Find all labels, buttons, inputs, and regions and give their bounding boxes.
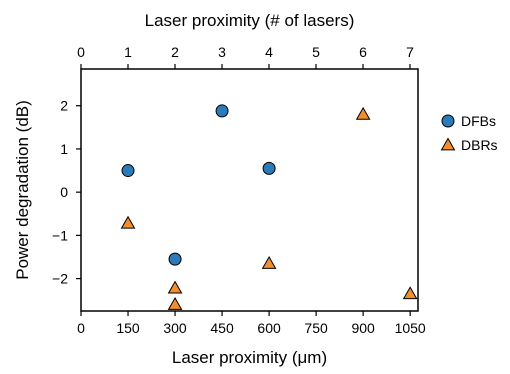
- legend-dbrs-marker: [440, 137, 456, 151]
- x-tick-label: 150: [116, 320, 140, 336]
- x-tick-label: 0: [77, 320, 85, 336]
- top-x-tick-label: 3: [218, 44, 226, 60]
- x-tick-label: 600: [257, 320, 281, 336]
- dbrs-point: [120, 215, 136, 229]
- legend-dfbs-marker: [441, 114, 455, 128]
- legend-dfbs-label: DFBs: [461, 113, 496, 129]
- x-tick-label: 1050: [395, 320, 426, 336]
- legend-dbrs-label: DBRs: [461, 137, 498, 153]
- x-axis-title: Laser proximity (μm): [172, 348, 327, 367]
- dfbs-point: [215, 104, 229, 118]
- y-tick-label: 2: [60, 98, 68, 114]
- top-x-tick-label: 4: [265, 44, 273, 60]
- dbrs-point: [167, 280, 183, 294]
- dfbs-point: [121, 164, 135, 178]
- legend: DFBs DBRs: [440, 113, 498, 153]
- x-tick-label: 450: [210, 320, 234, 336]
- dbrs-point: [355, 106, 371, 120]
- top-x-tick-label: 7: [406, 44, 414, 60]
- x-tick-label: 750: [304, 320, 328, 336]
- dbrs-point: [167, 297, 183, 310]
- top-x-tick-label: 5: [312, 44, 320, 60]
- dfbs-point: [168, 252, 182, 266]
- y-tick-label: −1: [52, 227, 68, 243]
- y-tick-label: 1: [60, 141, 68, 157]
- x-tick-label: 900: [351, 320, 375, 336]
- dfbs-point: [262, 161, 276, 175]
- top-x-tick-label: 0: [77, 44, 85, 60]
- y-axis-title: Power degradation (dB): [13, 100, 32, 280]
- top-x-axis-title: Laser proximity (# of lasers): [145, 11, 355, 30]
- y-tick-label: 0: [60, 184, 68, 200]
- dbrs-point: [261, 255, 277, 269]
- plot-frame: [80, 68, 419, 312]
- y-tick-label: −2: [52, 271, 68, 287]
- top-x-tick-label: 2: [171, 44, 179, 60]
- top-x-tick-label: 1: [124, 44, 132, 60]
- dbrs-point: [402, 286, 418, 300]
- top-x-tick-label: 6: [359, 44, 367, 60]
- x-tick-label: 300: [163, 320, 187, 336]
